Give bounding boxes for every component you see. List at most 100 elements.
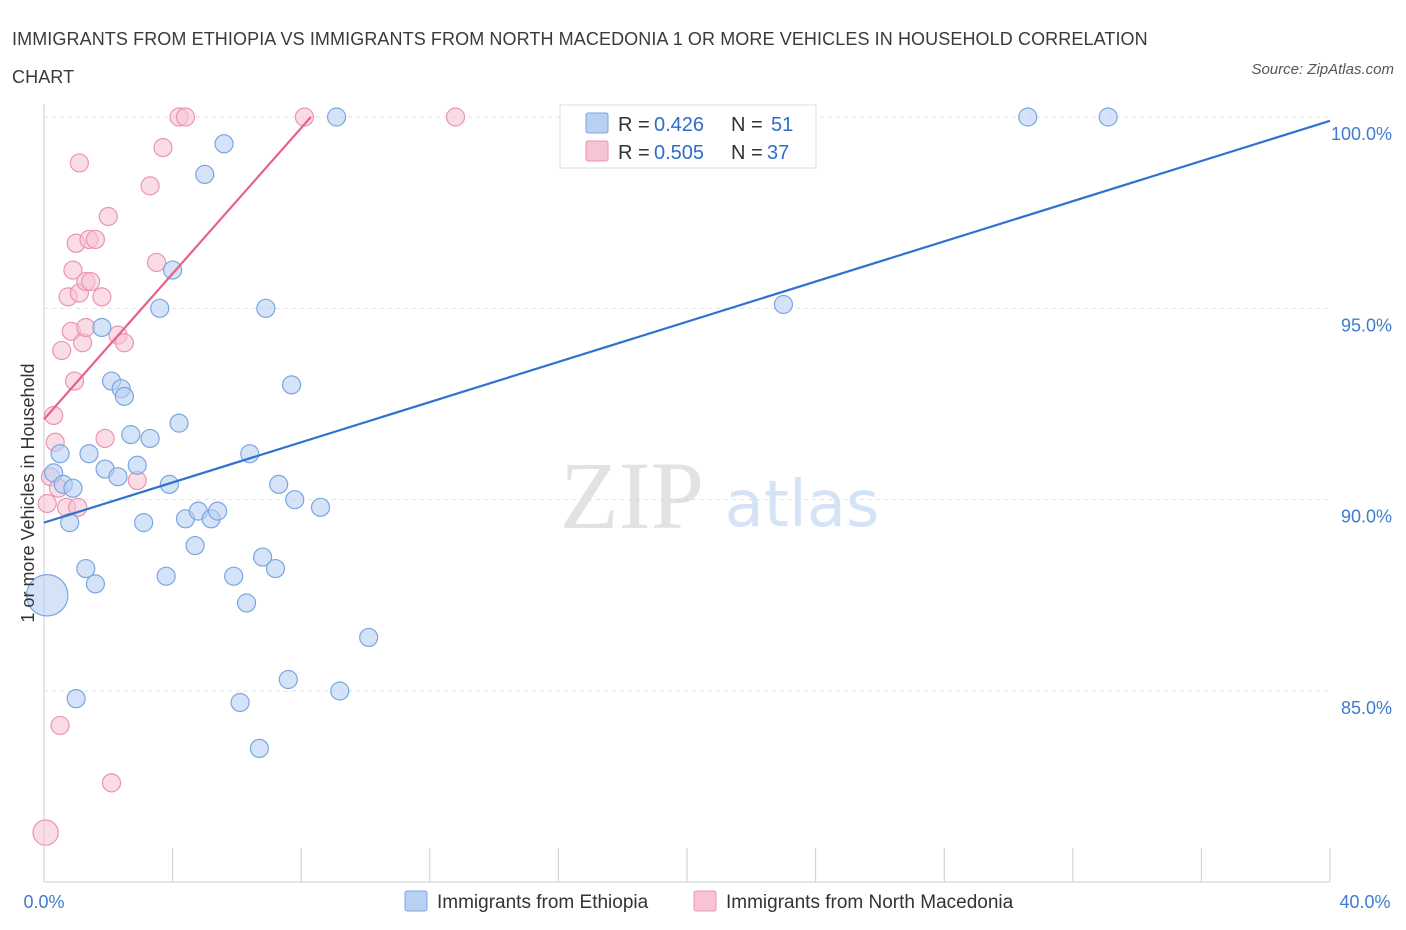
macedonia-point	[50, 715, 70, 736]
ethiopia-point	[85, 574, 106, 594]
legend-r-label-macedonia: R =	[618, 142, 650, 164]
ethiopia-point	[249, 738, 270, 759]
ethiopia-point	[230, 692, 250, 713]
ethiopia-point	[278, 669, 298, 690]
ethiopia-point	[240, 444, 260, 464]
chart-title: IMMIGRANTS FROM ETHIOPIA VS IMMIGRANTS F…	[12, 29, 1148, 87]
bottom-legend: Immigrants from Ethiopia Immigrants from…	[404, 890, 1014, 913]
legend-r-value-ethiopia: 0.426	[654, 114, 704, 136]
ethiopia-point	[108, 467, 128, 487]
y-tick-label: 85.0%	[1341, 698, 1392, 718]
ethiopia-point	[256, 298, 276, 318]
legend-swatch-macedonia	[585, 140, 609, 162]
ethiopia-point	[25, 574, 69, 617]
legend-n-value-macedonia: 37	[767, 142, 789, 164]
ethiopia-point	[253, 547, 273, 567]
grid-layer	[44, 116, 1330, 692]
ethiopia-point	[326, 107, 347, 127]
legend-r-value-macedonia: 0.505	[654, 142, 704, 164]
ethiopia-point	[330, 681, 350, 701]
macedonia-point	[140, 176, 160, 196]
ethiopia-point	[134, 513, 154, 533]
y-tick-label: 90.0%	[1341, 507, 1392, 527]
ethiopia-point	[269, 474, 289, 494]
legend-box: R = 0.426 N = 51 R = 0.505 N = 37	[559, 104, 817, 169]
ethiopia-point	[66, 689, 86, 709]
ethiopia-point	[310, 497, 331, 517]
ethiopia-point	[208, 501, 228, 521]
macedonia-point	[69, 153, 89, 173]
ethiopia-point	[150, 298, 170, 318]
y-tick-label: 100.0%	[1331, 124, 1392, 144]
x-tick-label-min: 0.0%	[23, 892, 64, 912]
watermark: ZIP atlas	[560, 442, 879, 549]
macedonia-point	[294, 107, 315, 127]
ethiopia-point	[236, 593, 257, 613]
macedonia-point	[64, 371, 85, 391]
ethiopia-point	[265, 558, 286, 579]
macedonia-point	[92, 287, 112, 307]
macedonia-point	[114, 333, 134, 353]
bottom-legend-swatch-macedonia	[693, 890, 717, 912]
ethiopia-point	[76, 558, 96, 579]
macedonia-point	[153, 138, 173, 158]
macedonia-point	[32, 819, 59, 846]
bottom-legend-swatch-ethiopia	[404, 890, 428, 912]
macedonia-point	[175, 107, 196, 127]
ethiopia-point	[169, 413, 189, 433]
ethiopia-point	[63, 478, 83, 498]
ethiopia-point	[1018, 107, 1038, 127]
ethiopia-point	[185, 535, 205, 556]
bottom-legend-label-ethiopia: Immigrants from Ethiopia	[437, 892, 649, 913]
ethiopia-point	[121, 425, 141, 445]
y-tick-label: 95.0%	[1341, 315, 1392, 335]
watermark-zip: ZIP	[560, 442, 704, 549]
bottom-legend-label-macedonia: Immigrants from North Macedonia	[726, 892, 1014, 913]
macedonia-point	[44, 405, 64, 426]
ethiopia-point	[79, 444, 99, 464]
legend-n-label-macedonia: N =	[731, 142, 763, 164]
macedonia-point	[95, 428, 115, 449]
ethiopia-point	[1098, 107, 1118, 127]
ethiopia-point	[773, 294, 794, 315]
macedonia-point	[63, 260, 83, 280]
x-ticks	[43, 848, 1331, 882]
ethiopia-point	[140, 428, 160, 449]
legend-n-value-ethiopia: 51	[771, 114, 793, 136]
watermark-atlas: atlas	[725, 468, 880, 542]
macedonia-point	[98, 206, 118, 227]
macedonia-point	[37, 493, 57, 514]
macedonia-point	[445, 107, 466, 127]
legend-r-label-ethiopia: R =	[618, 114, 650, 136]
ethiopia-point	[281, 375, 302, 395]
chart-source: Source: ZipAtlas.com	[1251, 61, 1394, 78]
trend-line-macedonia	[43, 116, 312, 421]
ethiopia-point	[50, 444, 70, 464]
ethiopia-point	[92, 317, 112, 338]
ethiopia-point	[127, 455, 147, 475]
macedonia-point	[81, 271, 101, 292]
macedonia-point	[85, 229, 106, 250]
ethiopia-point	[224, 566, 244, 586]
series-ethiopia-points	[25, 107, 1118, 759]
macedonia-point	[76, 317, 96, 338]
ethiopia-point	[285, 490, 305, 510]
y-tick-labels: 85.0% 90.0% 95.0% 100.0%	[1331, 124, 1392, 718]
ethiopia-point	[156, 566, 176, 586]
ethiopia-point	[359, 627, 379, 648]
macedonia-point	[146, 252, 167, 273]
x-tick-label-max: 40.0%	[1339, 892, 1390, 912]
ethiopia-point	[114, 386, 134, 406]
y-axis-label: 1 or more Vehicles in Household	[18, 363, 38, 622]
ethiopia-point	[195, 164, 215, 184]
series-north-macedonia-points	[32, 107, 466, 846]
trend-line-ethiopia	[43, 119, 1331, 524]
macedonia-point	[52, 340, 72, 361]
trend-lines	[43, 116, 1331, 524]
ethiopia-point	[163, 260, 183, 280]
macedonia-point	[101, 773, 122, 793]
legend-n-label-ethiopia: N =	[731, 114, 763, 136]
ethiopia-point	[214, 134, 234, 154]
legend-swatch-ethiopia	[585, 112, 609, 134]
